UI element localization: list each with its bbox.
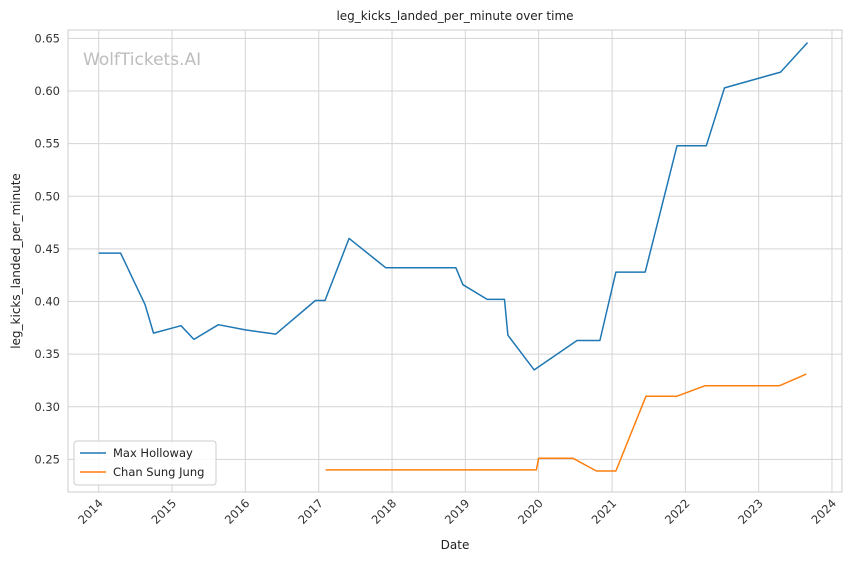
- y-tick-label: 0.55: [34, 137, 60, 151]
- chart-title: leg_kicks_landed_per_minute over time: [336, 9, 573, 23]
- legend-label-chan-sung-jung: Chan Sung Jung: [113, 465, 204, 479]
- series-line-1: [325, 373, 807, 472]
- y-tick-label: 0.50: [34, 189, 60, 203]
- watermark-text: WolfTickets.AI: [83, 50, 201, 70]
- y-tick-label: 0.65: [34, 31, 60, 45]
- y-tick-label: 0.30: [34, 400, 60, 414]
- y-axis-label: leg_kicks_landed_per_minute: [9, 173, 23, 349]
- x-axis-label: Date: [441, 538, 470, 552]
- y-tick-label: 0.40: [34, 295, 60, 309]
- y-tick-label: 0.25: [34, 452, 60, 466]
- y-axis-ticks: 0.25 0.30 0.35 0.40 0.45 0.50 0.55 0.60 0.65: [34, 31, 60, 466]
- grid: [68, 30, 842, 492]
- plot-area-frame: [67, 29, 843, 493]
- y-tick-label: 0.60: [34, 84, 60, 98]
- y-tick-label: 0.45: [34, 242, 60, 256]
- series-line-0: [98, 42, 809, 371]
- legend-box: [73, 440, 217, 486]
- legend: Max Holloway Chan Sung Jung: [73, 440, 217, 486]
- y-tick-label: 0.35: [34, 347, 60, 361]
- series-layer: [98, 42, 809, 472]
- legend-label-max-holloway: Max Holloway: [113, 446, 193, 460]
